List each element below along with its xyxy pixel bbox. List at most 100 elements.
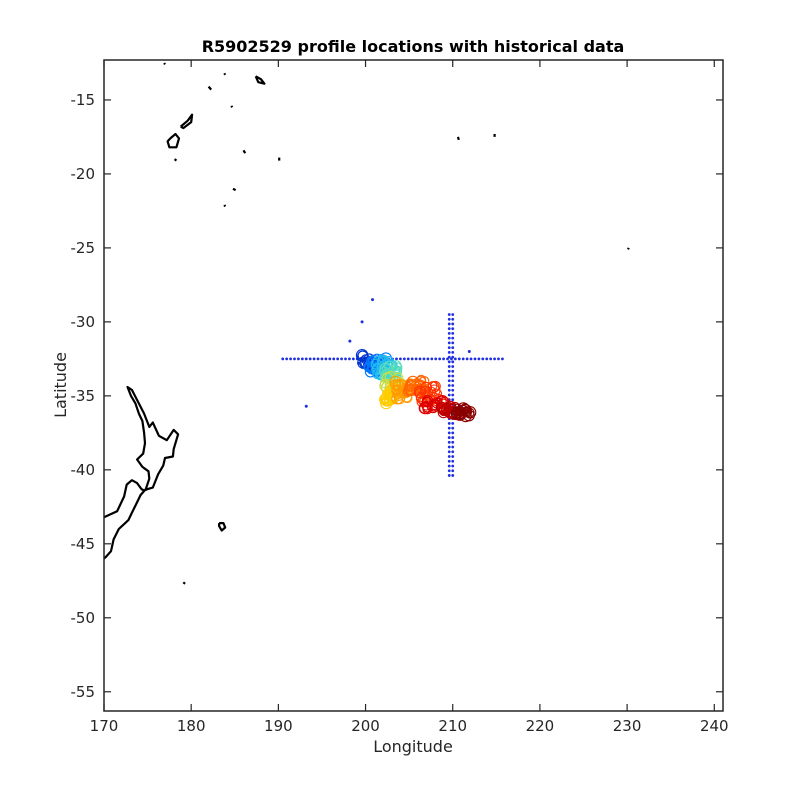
historical-point bbox=[447, 436, 451, 439]
historical-point bbox=[497, 357, 500, 361]
historical-point bbox=[447, 464, 451, 468]
historical-point bbox=[451, 384, 455, 387]
profile-point bbox=[436, 403, 446, 413]
historical-point bbox=[447, 327, 451, 331]
x-tick-label: 190 bbox=[264, 717, 293, 735]
historical-point bbox=[451, 398, 455, 402]
historical-point bbox=[308, 357, 312, 361]
historical-point bbox=[447, 426, 451, 430]
historical-point bbox=[451, 332, 455, 335]
profile-point bbox=[391, 392, 404, 405]
historical-point bbox=[461, 357, 465, 361]
x-axis-label: Longitude bbox=[373, 737, 453, 756]
historical-point bbox=[285, 357, 289, 361]
historical-point bbox=[447, 445, 451, 449]
y-tick-label: -25 bbox=[71, 239, 96, 257]
profile-point bbox=[413, 385, 427, 399]
coastline bbox=[166, 132, 181, 149]
historical-point bbox=[489, 357, 493, 361]
historical-point bbox=[485, 357, 489, 361]
profile-point bbox=[454, 405, 465, 416]
historical-point bbox=[451, 336, 455, 340]
historical-point bbox=[447, 322, 451, 326]
profile-point bbox=[421, 396, 433, 408]
historical-point bbox=[447, 421, 451, 425]
historical-point bbox=[434, 357, 438, 361]
plot-area bbox=[103, 62, 630, 585]
historical-point bbox=[447, 374, 451, 378]
coastline bbox=[223, 72, 227, 76]
historical-point bbox=[447, 450, 451, 454]
chart-title: R5902529 profile locations with historic… bbox=[202, 37, 625, 56]
profile-point bbox=[459, 403, 471, 415]
historical-point bbox=[304, 357, 308, 361]
historical-point bbox=[451, 379, 455, 383]
historical-point bbox=[447, 369, 451, 373]
historical-point bbox=[336, 357, 340, 361]
historical-point bbox=[451, 360, 455, 364]
historical-point bbox=[442, 357, 445, 361]
historical-point bbox=[414, 357, 418, 361]
historical-point bbox=[451, 355, 455, 359]
historical-point bbox=[451, 469, 455, 473]
historical-point bbox=[447, 459, 451, 463]
historical-point bbox=[451, 313, 455, 316]
historical-point bbox=[447, 379, 451, 383]
historical-point bbox=[451, 421, 455, 425]
historical-point bbox=[453, 357, 457, 361]
y-tick-label: -15 bbox=[71, 91, 96, 109]
historical-point bbox=[451, 459, 455, 463]
historical-point bbox=[451, 346, 455, 350]
historical-point bbox=[312, 357, 316, 361]
historical-point bbox=[451, 440, 455, 444]
historical-point bbox=[447, 365, 451, 368]
x-tick-label: 220 bbox=[526, 717, 555, 735]
historical-point bbox=[451, 388, 455, 392]
profile-point bbox=[355, 349, 369, 362]
historical-point bbox=[438, 357, 442, 361]
historical-point bbox=[465, 357, 469, 361]
historical-point bbox=[451, 464, 455, 468]
profile-point bbox=[416, 374, 427, 385]
y-tick-label: -35 bbox=[71, 387, 96, 405]
historical-point bbox=[348, 357, 351, 361]
historical-point bbox=[344, 357, 347, 361]
historical-point bbox=[340, 357, 343, 361]
historical-point bbox=[328, 357, 332, 361]
historical-point bbox=[447, 440, 451, 444]
historical-point bbox=[447, 350, 451, 354]
historical-point bbox=[451, 455, 455, 458]
historical-point bbox=[351, 357, 355, 361]
profile-point bbox=[393, 380, 405, 392]
historical-point bbox=[406, 357, 410, 361]
historical-point bbox=[447, 393, 451, 397]
profile-point bbox=[427, 381, 438, 391]
coastline bbox=[103, 385, 180, 560]
coastline bbox=[173, 158, 178, 162]
historical-point bbox=[410, 357, 414, 361]
historical-point bbox=[402, 357, 406, 361]
historical-point bbox=[422, 357, 426, 361]
historical-point bbox=[348, 339, 352, 343]
y-tick-label: -45 bbox=[71, 535, 96, 553]
historical-point bbox=[371, 298, 375, 302]
coastline bbox=[456, 136, 460, 141]
historical-point bbox=[447, 317, 451, 321]
historical-point bbox=[451, 374, 455, 378]
x-tick-label: 240 bbox=[700, 717, 729, 735]
historical-point bbox=[467, 349, 471, 353]
historical-point bbox=[297, 357, 300, 361]
historical-point bbox=[447, 341, 451, 345]
historical-point bbox=[447, 346, 451, 350]
historical-point bbox=[473, 357, 477, 361]
historical-point bbox=[447, 336, 451, 340]
historical-point bbox=[451, 474, 455, 477]
x-tick-label: 210 bbox=[438, 717, 467, 735]
x-tick-label: 200 bbox=[351, 717, 380, 735]
historical-point bbox=[360, 320, 364, 324]
historical-point bbox=[324, 357, 328, 361]
coastline bbox=[207, 85, 213, 91]
historical-point bbox=[447, 355, 451, 359]
historical-point bbox=[451, 350, 455, 354]
